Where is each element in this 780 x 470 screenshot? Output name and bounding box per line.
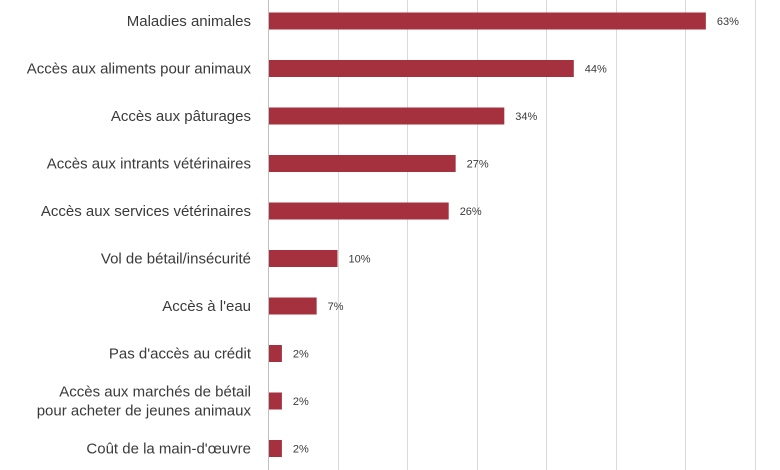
category-label-line: Accès aux intrants vétérinaires [47,156,251,173]
bar [269,392,282,410]
category-label-line: Pas d'accès au crédit [109,346,252,363]
category-label-line: Accès aux aliments pour animaux [27,61,252,78]
data-label: 26% [460,206,482,218]
gridlines [268,0,756,470]
category-label-line: Accès aux services vétérinaires [41,203,251,220]
data-label: 34% [515,111,537,123]
category-label-line: Accès aux pâturages [111,108,251,125]
data-label: 44% [585,64,607,76]
bar [269,440,282,457]
data-label: 2% [293,444,309,456]
data-label: 63% [717,16,739,28]
category-label: Coût de la main-d'œuvre [86,441,251,458]
bar [269,297,317,315]
category-label: Accès aux intrants vétérinaires [47,156,251,173]
data-label: 10% [349,254,371,266]
category-label: Maladies animales [127,13,251,30]
category-label: Vol de bétail/insécurité [101,251,251,268]
category-label-line: pour acheter de jeunes animaux [37,403,252,420]
category-label: Accès aux pâturages [111,108,251,125]
value-labels: 63% 44% 34% 27% 26% 10% 7% 2% 2% 2% [293,16,739,456]
category-label: Accès aux services vétérinaires [41,203,251,220]
bar [269,12,706,30]
category-label-line: Maladies animales [127,13,251,30]
category-label: Accès à l'eau [162,298,251,315]
category-label-line: Accès à l'eau [162,298,251,315]
category-label-line: Vol de bétail/insécurité [101,251,251,268]
category-label-line: Coût de la main-d'œuvre [86,441,251,458]
bar [269,202,449,220]
bar [269,250,338,267]
category-label: Accès aux aliments pour animaux [27,61,252,78]
category-label: Pas d'accès au crédit [109,346,252,363]
bar [269,345,282,362]
bar [269,107,505,125]
category-label-line: Accès aux marchés de bétail [59,384,251,401]
bar [269,60,574,77]
data-label: 2% [293,396,309,408]
bar [269,155,456,172]
bars [269,12,706,457]
data-label: 7% [328,301,344,313]
data-label: 27% [467,159,489,171]
category-label: Accès aux marchés de bétail pour acheter … [37,384,252,420]
category-labels: Maladies animales Accès aux aliments pour… [27,13,252,458]
data-label: 2% [293,349,309,361]
